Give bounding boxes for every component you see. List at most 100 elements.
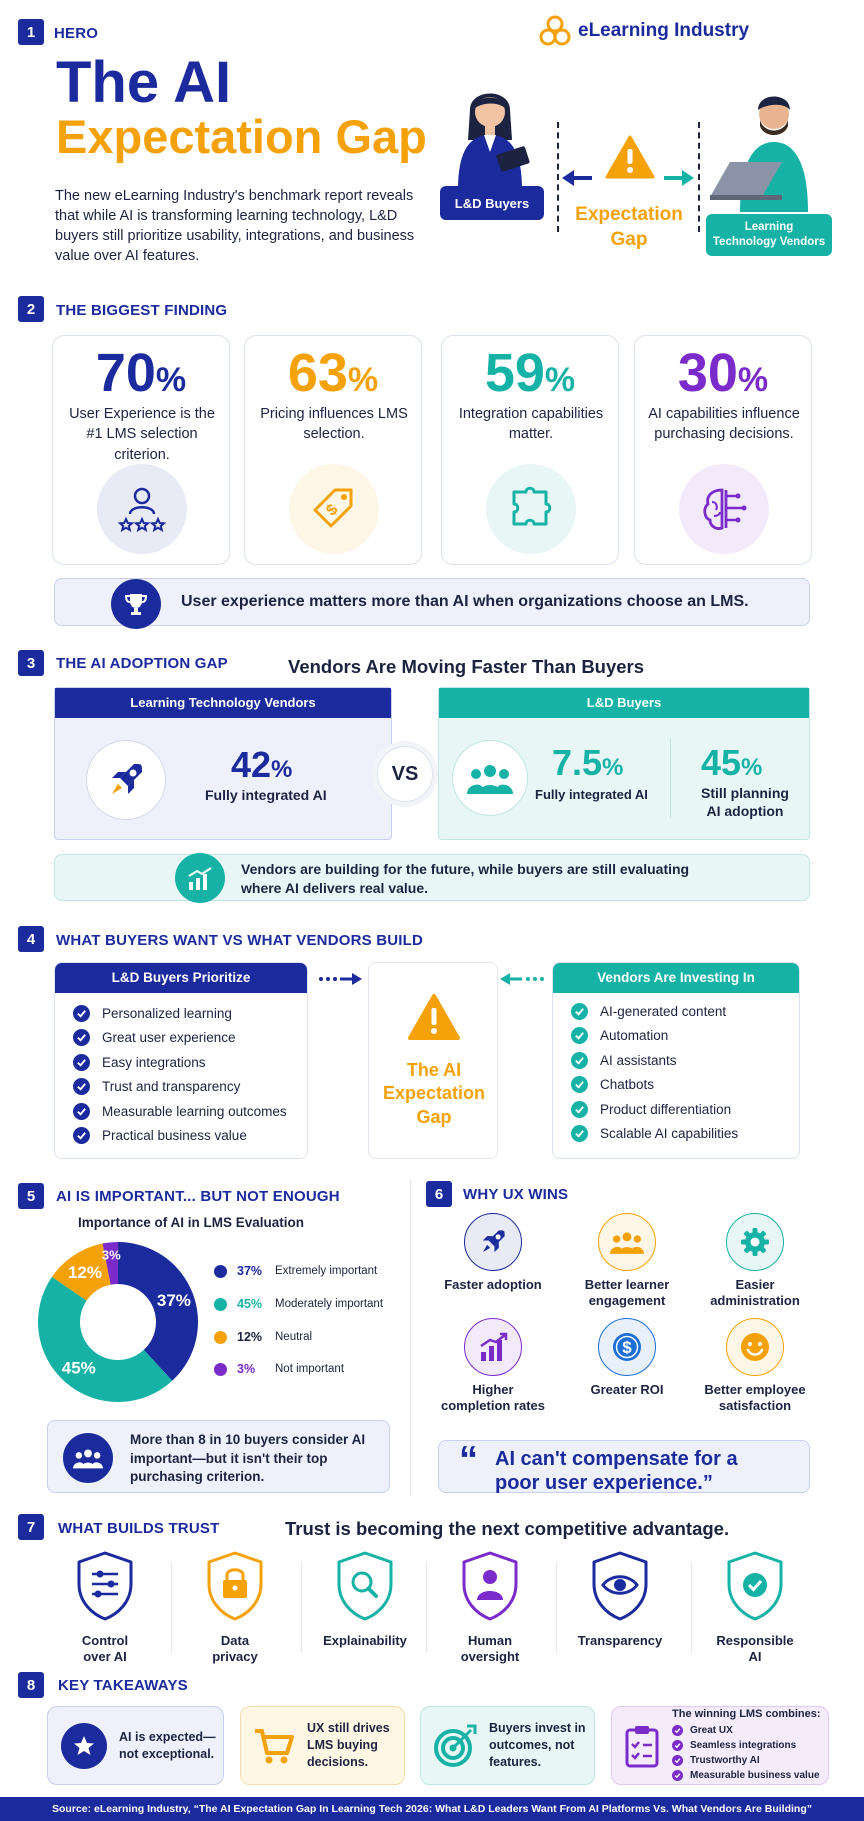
list-item-label: Scalable AI capabilities xyxy=(600,1126,739,1142)
trust-factor: Transparency xyxy=(560,1550,680,1649)
checklist-icon xyxy=(625,1725,659,1767)
list-item-label: Personalized learning xyxy=(102,1005,232,1021)
adoption-note: Vendors are building for the future, whi… xyxy=(54,853,810,903)
importance-note: More than 8 in 10 buyers consider AI imp… xyxy=(47,1420,390,1493)
donut-label: 45% xyxy=(62,1358,96,1377)
list-item: Automation xyxy=(571,1024,799,1049)
trust-factor-line2: oversight xyxy=(460,1649,520,1665)
adoption-note-line1: Vendors are building for the future, whi… xyxy=(241,861,690,877)
hero-description: The new eLearning Industry's benchmark r… xyxy=(55,188,415,264)
list-item-label: Product differentiation xyxy=(600,1101,732,1117)
list-item-label: Seamless integrations xyxy=(690,1740,797,1751)
chart-subtitle: Importance of AI in LMS Evaluation xyxy=(78,1215,305,1230)
stat-label: Pricing influences LMS selection. xyxy=(260,406,408,443)
check-icon xyxy=(672,1725,683,1736)
vendors-panel: Learning Technology Vendors 42% Fully in… xyxy=(54,687,392,840)
list-item-label: AI-generated content xyxy=(600,1003,727,1019)
trust-factor-label: Human oversight xyxy=(430,1633,550,1666)
buyers-planning-line1: Still planning xyxy=(701,785,789,801)
vs-badge: VS xyxy=(377,746,433,802)
check-icon xyxy=(571,1027,588,1045)
stat-number: 63 xyxy=(287,343,348,403)
takeaway-text: AI is expected—not exceptional. xyxy=(119,1729,216,1761)
check-icon xyxy=(571,1051,588,1069)
legend-swatch xyxy=(214,1297,227,1311)
check-shield-icon xyxy=(695,1550,815,1627)
brand-logo: eLearning Industry xyxy=(538,14,749,48)
vendor-person-icon xyxy=(710,96,808,212)
stat-number: 30 xyxy=(677,343,738,403)
ux-benefit: Better employee satisfaction xyxy=(690,1318,820,1415)
shopping-cart-icon xyxy=(255,1728,294,1763)
buyers-ai-label: Fully integrated AI xyxy=(535,787,648,802)
check-icon xyxy=(571,1076,588,1094)
check-icon xyxy=(73,1102,90,1120)
importance-donut-chart: 37% 45% 12%3% xyxy=(37,1242,199,1402)
eye-shield-icon xyxy=(560,1550,680,1627)
person-shield-icon xyxy=(430,1550,550,1627)
stat-card: 63% Pricing influences LMS selection. $ xyxy=(244,335,422,565)
donut-label: 12% xyxy=(68,1263,102,1282)
ux-quote-text: AI can't compensate for a poor user expe… xyxy=(495,1447,738,1495)
gap-card-line1: The AI xyxy=(406,1060,462,1080)
ux-benefit: Better learner engagement xyxy=(562,1213,692,1310)
gap-card: The AI Expectation Gap xyxy=(368,962,498,1159)
buyers-priorities-header: L&D Buyers Prioritize xyxy=(55,963,307,993)
quote-mark-icon: “ xyxy=(459,1439,478,1481)
list-item: AI assistants xyxy=(571,1048,799,1073)
list-item: Chatbots xyxy=(571,1073,799,1098)
legend-swatch xyxy=(214,1362,227,1376)
arrow-right-icon xyxy=(319,973,362,985)
smile-icon xyxy=(726,1318,784,1376)
footer-source: Source: eLearning Industry, “The AI Expe… xyxy=(0,1797,864,1821)
list-item: Easy integrations xyxy=(73,1050,307,1075)
stat-unit: % xyxy=(737,361,769,399)
stat-label: AI capabilities influence purchasing dec… xyxy=(648,406,800,443)
vendors-ai-number: 42 xyxy=(231,744,272,785)
gap-label: Expectation Gap xyxy=(568,203,690,252)
takeaway-card: AI is expected—not exceptional. xyxy=(47,1706,224,1785)
arrow-left-icon xyxy=(562,170,592,186)
list-item: Product differentiation xyxy=(571,1097,799,1122)
divider xyxy=(301,1562,302,1652)
buyer-person-icon xyxy=(458,93,530,190)
puzzle-icon xyxy=(486,464,576,554)
takeaway-card: The winning LMS combines: Great UX Seamle… xyxy=(611,1706,829,1785)
trust-headline: Trust is becoming the next competitive a… xyxy=(285,1518,730,1539)
brand-mark-icon xyxy=(539,15,571,46)
donut-slice xyxy=(102,1242,118,1285)
ux-quote: “ AI can't compensate for a poor user ex… xyxy=(438,1439,810,1495)
list-item-label: AI assistants xyxy=(600,1052,677,1068)
trust-factor-label: Responsible AI xyxy=(695,1633,815,1666)
ux-benefit-label: Faster adoption xyxy=(444,1277,542,1292)
check-icon xyxy=(672,1755,683,1766)
stat-value: 63% xyxy=(245,346,421,400)
hero-title-line2: Expectation Gap xyxy=(56,110,427,163)
divider xyxy=(557,122,559,232)
list-item-label: Measurable learning outcomes xyxy=(102,1103,287,1119)
vendors-panel-header: Learning Technology Vendors xyxy=(55,688,391,718)
rocket-icon xyxy=(86,740,166,820)
list-item: Great user experience xyxy=(73,1026,307,1051)
legend-swatch xyxy=(214,1330,227,1344)
list-item-label: Trust and transparency xyxy=(102,1079,241,1095)
check-icon xyxy=(73,1004,90,1022)
stat-value: 70% xyxy=(53,346,229,400)
divider xyxy=(410,1180,411,1496)
star-icon xyxy=(61,1722,107,1769)
adoption-note-text: Vendors are building for the future, whi… xyxy=(241,860,689,898)
brain-circuit-icon xyxy=(679,464,769,554)
list-item: Scalable AI capabilities xyxy=(571,1122,799,1147)
donut-slice xyxy=(37,1276,173,1402)
donut-slice xyxy=(51,1243,111,1301)
legend-item: 12% Neutral xyxy=(214,1330,312,1344)
lock-shield-icon xyxy=(175,1550,295,1627)
list-item-label: Automation xyxy=(600,1028,669,1044)
buyers-planning-unit: % xyxy=(741,754,763,781)
list-item: Measurable business value xyxy=(672,1768,828,1783)
section-number: 8 xyxy=(18,1672,44,1698)
section-title: THE AI ADOPTION GAP xyxy=(56,655,228,672)
ux-benefit-label: Higher completion rates xyxy=(440,1382,546,1414)
trust-factor-label: Explainability xyxy=(305,1633,425,1649)
growth-chart-icon xyxy=(175,853,225,903)
